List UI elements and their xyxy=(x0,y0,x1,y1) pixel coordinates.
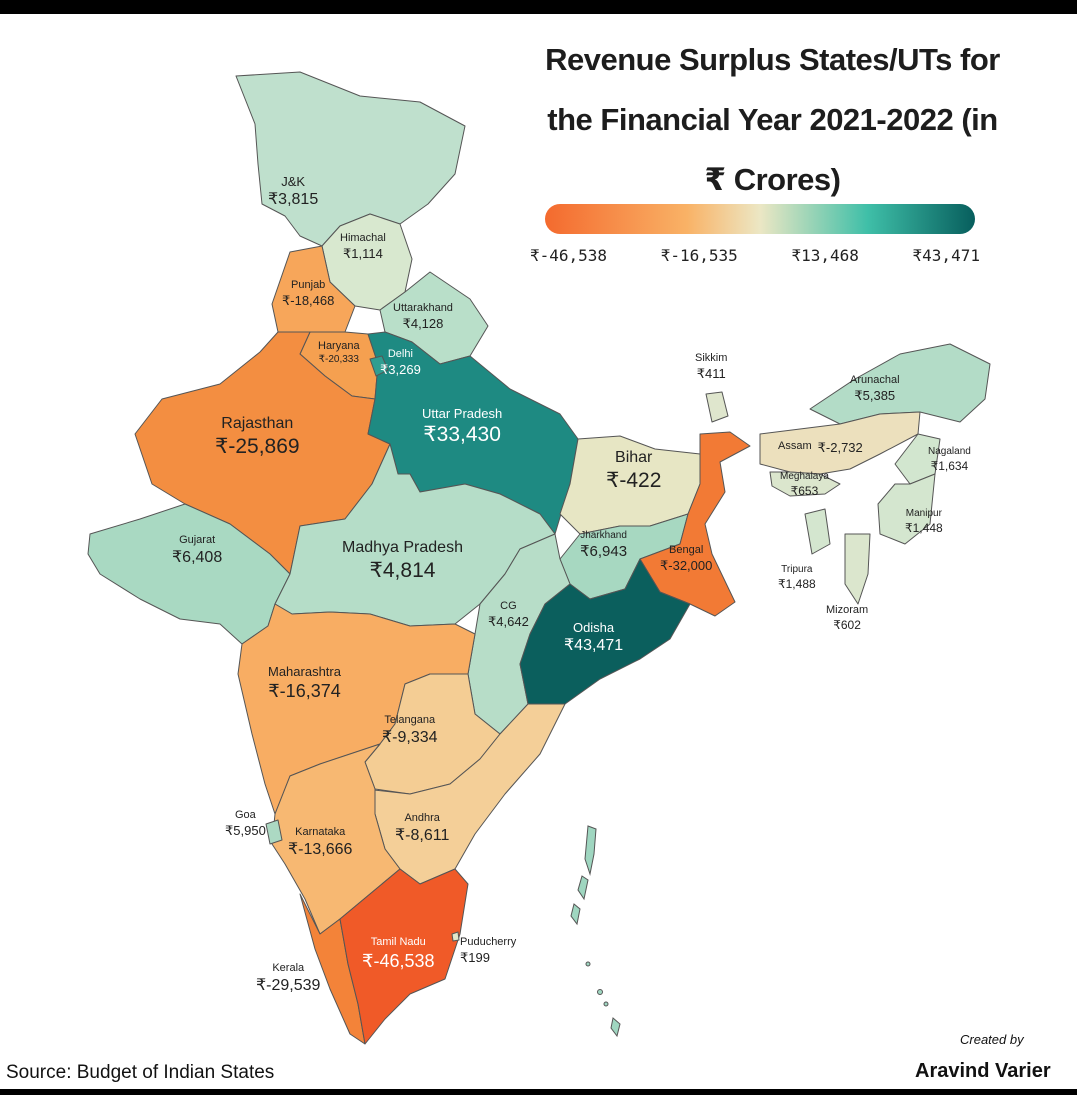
region-label-arunachal: Arunachal ₹5,385 xyxy=(850,374,900,403)
region-label-manipur: Manipur ₹1,448 xyxy=(905,508,943,535)
region-shape-meghalaya xyxy=(769,471,841,497)
region-label-uttar-pradesh: Uttar Pradesh ₹33,430 xyxy=(422,406,503,447)
region-label-telangana: Telangana ₹-9,334 xyxy=(382,714,438,746)
region-label-sikkim: Sikkim ₹411 xyxy=(695,352,728,381)
region-label-jk: J&K ₹3,815 xyxy=(268,174,319,209)
legend-ticks: ₹-46,538 ₹-16,535 ₹13,468 ₹43,471 xyxy=(530,246,980,265)
region-label-bihar: Bihar ₹-422 xyxy=(606,449,662,492)
region-label-jharkhand: Jharkhand ₹6,943 xyxy=(580,530,628,560)
legend-tick-high: ₹13,468 xyxy=(791,246,859,265)
region-shape-manipur xyxy=(877,473,936,545)
region-shape-bengal xyxy=(639,431,751,617)
region-label-tamil-nadu: Tamil Nadu ₹-46,538 xyxy=(362,936,435,971)
region-label-delhi: Delhi ₹3,269 xyxy=(380,348,421,377)
region-label-gujarat: Gujarat ₹6,408 xyxy=(172,534,223,566)
region-label-punjab: Punjab ₹-18,468 xyxy=(282,279,335,308)
credit-label: Created by xyxy=(960,1032,1024,1047)
legend-tick-low: ₹-16,535 xyxy=(660,246,738,265)
title-line-2: the Financial Year 2021-2022 (in xyxy=(547,102,998,137)
region-label-rajasthan: Rajasthan ₹-25,869 xyxy=(215,415,300,458)
region-label-maharashtra: Maharashtra ₹-16,374 xyxy=(268,664,341,702)
region-label-nagaland: Nagaland ₹1,634 xyxy=(928,446,971,473)
india-map xyxy=(87,71,991,1045)
map-infographic: Revenue Surplus States/UTs for the Finan… xyxy=(0,14,1077,1089)
region-label-puducherry: Puducherry ₹199 xyxy=(460,936,517,965)
region-label-himachal: Himachal ₹1,114 xyxy=(340,232,386,261)
region-shape-arunachal xyxy=(809,343,991,425)
region-shape-delhi xyxy=(369,355,389,377)
region-label-assam: Assam ₹-2,732 xyxy=(778,440,863,455)
region-label-haryana: Haryana ₹-20,333 xyxy=(318,340,360,365)
region-label-odisha: Odisha ₹43,471 xyxy=(564,620,624,655)
region-shape-tamil-nadu xyxy=(339,868,469,1045)
credit-name: Aravind Varier xyxy=(915,1060,1051,1082)
region-label-madhya-pradesh: Madhya Pradesh ₹4,814 xyxy=(342,539,463,582)
legend-tick-max: ₹43,471 xyxy=(912,246,980,265)
region-shape-sikkim xyxy=(705,391,729,423)
region-shape-jk xyxy=(235,71,466,247)
title-line-1: Revenue Surplus States/UTs for xyxy=(545,42,1000,77)
region-label-meghalaya: Meghalaya ₹653 xyxy=(780,471,829,498)
region-shape-karnataka xyxy=(271,743,401,935)
andaman-islands xyxy=(570,825,621,1038)
region-label-mizoram: Mizoram ₹602 xyxy=(826,604,869,632)
region-label-karnataka: Karnataka ₹-13,666 xyxy=(288,826,353,858)
region-label-cg: CG ₹4,642 xyxy=(488,600,529,629)
region-shape-mizoram xyxy=(844,533,871,605)
region-shape-tripura xyxy=(804,508,831,555)
legend-gradient-bar xyxy=(545,204,975,234)
title-line-3: ₹ Crores) xyxy=(704,162,841,197)
region-shape-assam xyxy=(759,411,921,475)
region-label-goa: Goa ₹5,950 xyxy=(225,809,266,838)
region-shape-goa xyxy=(265,819,283,845)
source-note: Source: Budget of Indian States xyxy=(6,1062,275,1083)
region-label-bengal: Bengal ₹-32,000 xyxy=(660,544,713,573)
region-shape-odisha xyxy=(519,558,691,705)
legend-tick-min: ₹-46,538 xyxy=(530,246,608,265)
region-label-uttarakhand: Uttarakhand ₹4,128 xyxy=(393,302,453,331)
region-label-kerala: Kerala ₹-29,539 xyxy=(256,962,321,994)
region-shape-puducherry xyxy=(451,931,460,942)
region-label-andhra: Andhra ₹-8,611 xyxy=(395,812,450,844)
map-title: Revenue Surplus States/UTs for the Finan… xyxy=(500,30,1045,210)
region-label-tripura: Tripura ₹1,488 xyxy=(778,564,816,591)
